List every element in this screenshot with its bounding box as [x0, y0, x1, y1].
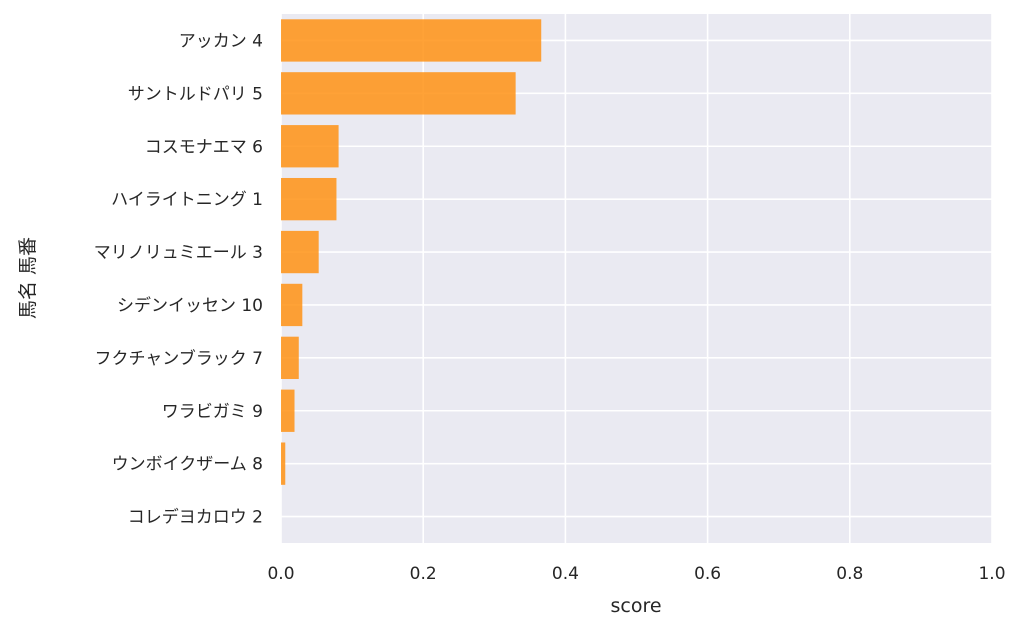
bar [281, 230, 319, 274]
y-tick-label: ワラビガミ 9 [162, 402, 263, 422]
bar [281, 389, 295, 432]
x-tick-label: 0.2 [410, 564, 437, 584]
bars [281, 19, 542, 485]
y-tick-label: マリノリュミエール 3 [94, 243, 263, 263]
bar [281, 19, 542, 62]
x-axis-label: score [610, 595, 661, 617]
y-tick-label: ウンボイクザーム 8 [112, 455, 263, 475]
y-tick-label: ハイライトニング 1 [111, 190, 263, 210]
x-tick-label: 0.8 [836, 564, 863, 584]
bar [281, 442, 286, 485]
y-tick-label: コレデヨカロウ 2 [128, 507, 263, 528]
x-tick-label: 0.0 [267, 564, 294, 584]
x-tick-label: 0.4 [552, 564, 579, 584]
bar [281, 177, 337, 221]
bar [281, 336, 299, 380]
bar [281, 72, 516, 115]
y-tick-label: シデンイッセン 10 [117, 295, 263, 316]
y-tick-labels: アッカン 4 サントルドパリ 5 コスモナエマ 6 ハイライトニング 1 マリノリュミエ… [94, 31, 263, 527]
y-tick-label: サントルドパリ 5 [128, 84, 263, 104]
x-tick-label: 1.0 [978, 564, 1005, 584]
bar [281, 283, 303, 327]
y-tick-label: フクチャンブラック 7 [94, 348, 263, 369]
x-tick-labels: 0.0 0.2 0.4 0.6 0.8 1.0 [267, 564, 1005, 584]
y-axis-label: 馬名 馬番 [17, 237, 39, 319]
x-tick-label: 0.6 [694, 564, 721, 584]
bar [281, 125, 339, 168]
y-tick-label: コスモナエマ 6 [145, 137, 263, 157]
y-tick-label: アッカン 4 [179, 31, 263, 51]
